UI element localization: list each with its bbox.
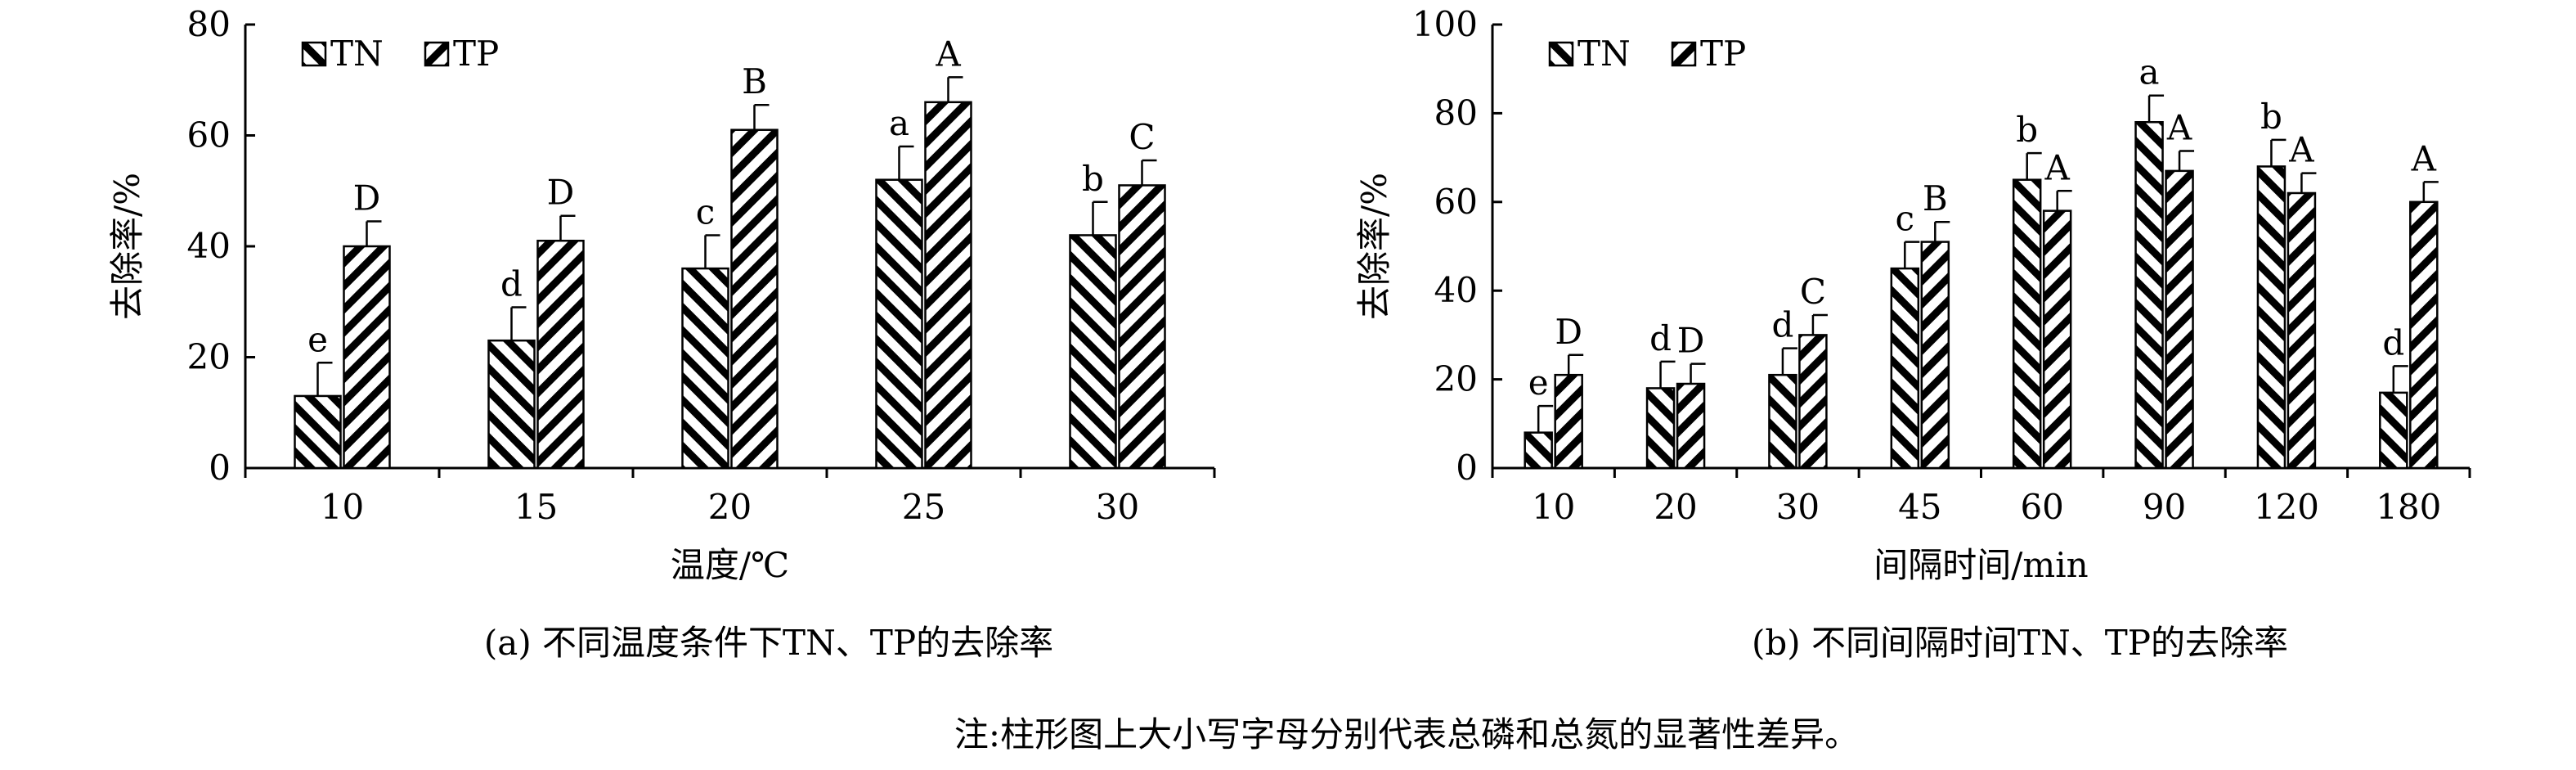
y-tick-label: 60 xyxy=(1434,182,1478,222)
x-tick-label: 45 xyxy=(1898,487,1941,527)
y-tick-label: 0 xyxy=(209,448,231,488)
legend-label-tn: TN xyxy=(1577,34,1631,74)
legend-swatch-tp xyxy=(424,41,450,67)
y-tick-label: 60 xyxy=(187,115,231,155)
significance-label-tp: A xyxy=(2044,147,2071,187)
significance-label-tn: d xyxy=(1771,305,1793,345)
x-tick-label: 90 xyxy=(2143,487,2186,527)
significance-label-tn: d xyxy=(2382,322,2404,362)
x-tick-label: 60 xyxy=(2020,487,2063,527)
significance-label-tp: C xyxy=(1129,117,1155,157)
chart-temperature: 0 20 40 60 80 10 15 20 25 30 温度/℃ 去除率/% e d c a b D D B A C TN… xyxy=(107,4,1216,585)
footnote: 注:柱形图上大小写字母分别代表总磷和总氮的显著性差异。 xyxy=(954,714,1859,754)
y-tick-label: 80 xyxy=(1434,92,1478,133)
significance-label-tp: A xyxy=(2411,138,2437,178)
significance-label-tp: D xyxy=(1677,321,1705,361)
bar-tn xyxy=(294,394,342,470)
x-tick-label: 10 xyxy=(321,487,364,527)
y-tick-label: 20 xyxy=(1434,359,1478,399)
y-axis-title: 去除率/% xyxy=(107,173,147,320)
significance-label-tp: A xyxy=(935,34,961,74)
y-tick-label: 40 xyxy=(187,226,231,266)
significance-label-tn: c xyxy=(1896,199,1915,239)
bar-tn xyxy=(2012,178,2042,470)
bar-tn xyxy=(1768,373,1797,470)
bar-tp xyxy=(536,239,585,470)
x-axis-title: 温度/℃ xyxy=(671,545,789,585)
y-tick-label: 40 xyxy=(1434,270,1478,310)
legend-swatch-tn xyxy=(301,41,327,67)
bar-tn xyxy=(487,339,536,470)
chart-interval-time: 0 20 40 60 80 100 10 20 30 45 60 90 120 180 间隔时间/min 去除… xyxy=(1354,4,2471,585)
legend-label-tp: TP xyxy=(1700,34,1746,74)
bar-tp xyxy=(343,245,391,470)
bar-tn xyxy=(2379,391,2408,470)
bar-tp xyxy=(2287,191,2317,470)
bar-tn xyxy=(2134,120,2164,470)
significance-label-tn: a xyxy=(2139,52,2160,92)
significance-label-tn: e xyxy=(1528,362,1549,403)
significance-label-tp: A xyxy=(2288,130,2314,170)
bar-tp xyxy=(924,101,972,470)
significance-label-tp: D xyxy=(1555,312,1582,352)
x-tick-label: 25 xyxy=(902,487,945,527)
bar-tp xyxy=(1798,334,1828,470)
significance-label-tp: C xyxy=(1800,272,1826,312)
bar-tp xyxy=(1118,184,1166,470)
significance-label-tn: c xyxy=(696,191,716,232)
x-tick-label: 30 xyxy=(1096,487,1139,527)
significance-label-tp: D xyxy=(353,178,381,218)
significance-label-tp: B xyxy=(1923,178,1948,218)
caption-b: (b) 不同间隔时间TN、TP的去除率 xyxy=(1752,623,2288,663)
significance-label-tn: b xyxy=(1082,159,1104,199)
y-tick-label: 100 xyxy=(1412,4,1478,44)
bar-tp xyxy=(1676,382,1706,470)
bar-tp xyxy=(2165,169,2194,470)
bar-tn xyxy=(1645,387,1676,470)
y-tick-label: 20 xyxy=(187,337,231,377)
significance-label-tp: B xyxy=(742,61,767,101)
x-tick-label: 10 xyxy=(1532,487,1575,527)
x-tick-label: 180 xyxy=(2376,487,2441,527)
significance-label-tp: D xyxy=(547,173,575,213)
significance-label-tn: d xyxy=(500,264,523,304)
legend-label-tn: TN xyxy=(330,34,384,74)
significance-label-tp: A xyxy=(2166,107,2192,147)
x-tick-label: 20 xyxy=(1654,487,1697,527)
bar-tn xyxy=(2256,165,2287,470)
caption-a: (a) 不同温度条件下TN、TP的去除率 xyxy=(484,623,1053,663)
x-tick-label: 20 xyxy=(708,487,752,527)
significance-label-tn: b xyxy=(2016,110,2038,150)
significance-label-tn: a xyxy=(889,103,909,143)
bar-tn xyxy=(1069,234,1117,470)
bar-tp xyxy=(2042,209,2072,470)
bar-tp xyxy=(2409,200,2439,470)
legend-label-tp: TP xyxy=(453,34,499,74)
significance-label-tn: e xyxy=(307,319,328,359)
significance-label-tn: b xyxy=(2260,97,2282,137)
y-axis-title: 去除率/% xyxy=(1354,173,1394,320)
x-tick-label: 120 xyxy=(2254,487,2319,527)
y-tick-label: 0 xyxy=(1456,448,1478,488)
significance-label-tn: d xyxy=(1649,318,1672,358)
x-tick-label: 30 xyxy=(1776,487,1820,527)
bar-tn xyxy=(1890,267,1920,470)
y-tick-label: 80 xyxy=(187,4,231,44)
bar-tn xyxy=(875,178,923,470)
x-tick-label: 15 xyxy=(514,487,558,527)
legend-swatch-tp xyxy=(1671,41,1697,67)
bar-tp xyxy=(730,128,779,470)
bar-tp xyxy=(1920,241,1950,470)
legend-swatch-tn xyxy=(1548,41,1574,67)
bar-tn xyxy=(1524,431,1553,470)
bar-tn xyxy=(681,267,729,470)
bar-tp xyxy=(1554,373,1583,470)
x-axis-title: 间隔时间/min xyxy=(1874,545,2088,585)
